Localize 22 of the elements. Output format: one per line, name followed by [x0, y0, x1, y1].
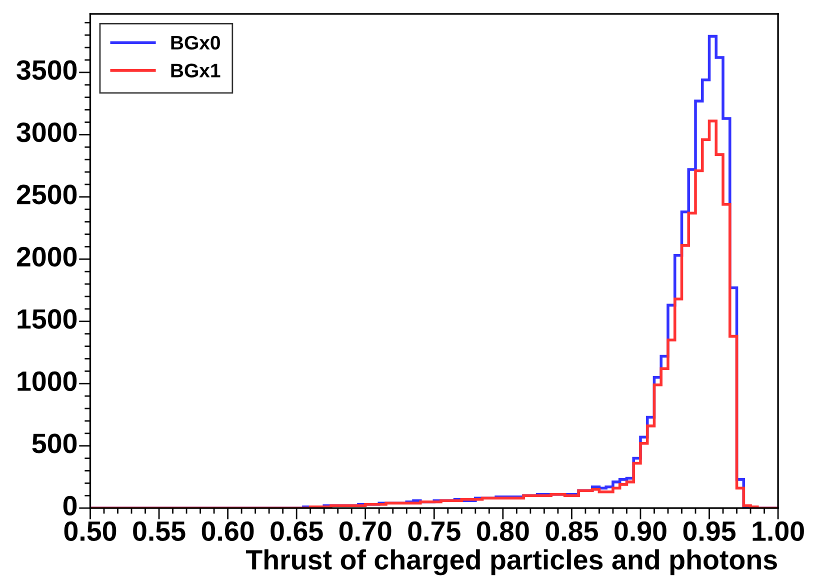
x-tick-label: 0.90	[614, 521, 666, 541]
y-tick-label: 1000	[18, 371, 77, 392]
y-tick-label: 0	[63, 496, 77, 516]
x-tick-label: 0.95	[683, 521, 736, 541]
x-tick-label: 0.75	[408, 521, 460, 541]
y-tick-label: 1500	[18, 309, 77, 329]
legend-label: BGx0	[171, 36, 220, 50]
x-tick-label: 1.00	[752, 521, 804, 541]
legend-label: BGx1	[171, 64, 220, 78]
x-tick-label: 0.70	[339, 521, 392, 541]
x-tick-label: 0.55	[133, 521, 186, 541]
y-tick-label: 3000	[16, 122, 77, 142]
x-tick-label: 0.65	[270, 521, 323, 541]
x-tick-label: 0.80	[476, 521, 529, 541]
y-tick-label: 3500	[16, 60, 77, 80]
y-tick-label: 2000	[16, 246, 77, 267]
y-tick-label: 2500	[16, 184, 77, 204]
x-tick-label: 0.85	[546, 521, 598, 541]
x-tick-label: 0.50	[64, 521, 116, 541]
y-tick-label: 500	[32, 434, 77, 454]
x-axis-title: Thrust of charged particles and photons	[246, 549, 777, 576]
x-tick-label: 0.60	[202, 521, 254, 541]
